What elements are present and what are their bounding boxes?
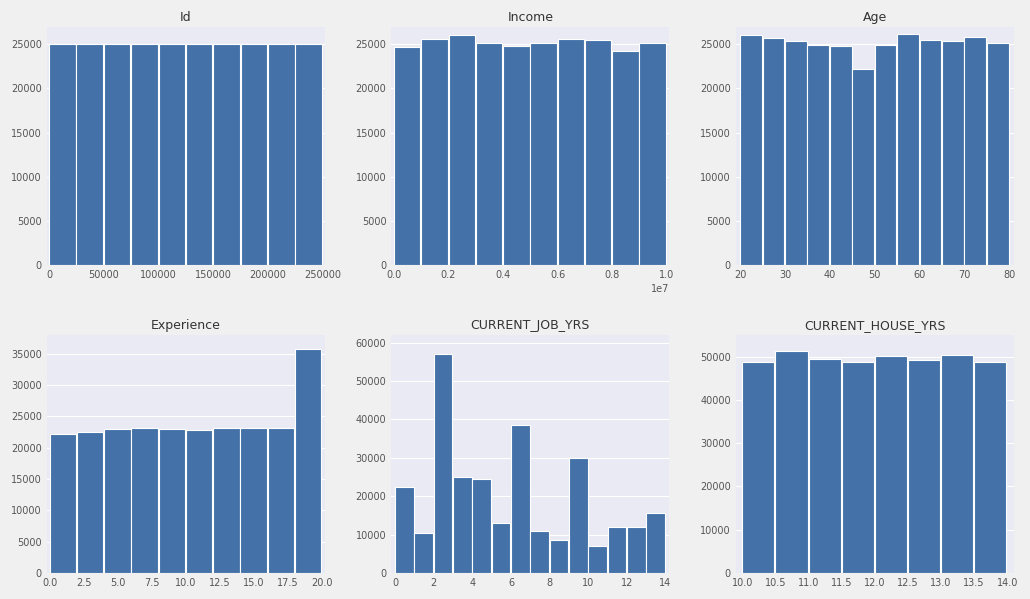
Bar bbox=[511, 425, 529, 573]
Title: Experience: Experience bbox=[151, 319, 220, 332]
Bar bbox=[396, 486, 414, 573]
Bar bbox=[104, 429, 131, 573]
Text: 1e7: 1e7 bbox=[651, 284, 670, 294]
Bar bbox=[987, 43, 1008, 265]
Title: Id: Id bbox=[180, 11, 192, 24]
Bar bbox=[809, 359, 840, 573]
Bar bbox=[213, 44, 240, 265]
Bar bbox=[448, 35, 475, 265]
Bar bbox=[612, 52, 639, 265]
Bar bbox=[808, 45, 829, 265]
Bar bbox=[159, 44, 185, 265]
Bar bbox=[920, 40, 941, 265]
Bar bbox=[874, 45, 896, 265]
Bar bbox=[608, 527, 626, 573]
Bar bbox=[830, 46, 852, 265]
Bar bbox=[394, 47, 420, 265]
Bar bbox=[588, 546, 607, 573]
Bar bbox=[907, 359, 940, 573]
Bar bbox=[213, 428, 240, 573]
Bar bbox=[104, 44, 131, 265]
Bar bbox=[421, 39, 448, 265]
Bar bbox=[185, 44, 212, 265]
Title: Age: Age bbox=[862, 11, 887, 24]
Bar bbox=[49, 44, 75, 265]
Bar bbox=[569, 458, 588, 573]
Bar bbox=[453, 477, 472, 573]
Bar bbox=[897, 34, 919, 265]
Bar bbox=[640, 43, 665, 265]
Bar bbox=[530, 43, 557, 265]
Bar bbox=[964, 37, 986, 265]
Bar bbox=[268, 44, 295, 265]
Bar bbox=[476, 43, 503, 265]
Bar bbox=[874, 356, 906, 573]
Bar bbox=[414, 533, 434, 573]
Bar bbox=[185, 429, 212, 573]
Title: CURRENT_JOB_YRS: CURRENT_JOB_YRS bbox=[471, 319, 590, 332]
Title: CURRENT_HOUSE_YRS: CURRENT_HOUSE_YRS bbox=[804, 319, 946, 332]
Bar bbox=[550, 540, 569, 573]
Bar bbox=[842, 362, 873, 573]
Bar bbox=[776, 352, 808, 573]
Bar bbox=[131, 44, 158, 265]
Bar bbox=[646, 513, 665, 573]
Bar bbox=[503, 46, 529, 265]
Bar bbox=[741, 35, 762, 265]
Bar bbox=[941, 355, 973, 573]
Bar bbox=[785, 41, 806, 265]
Bar bbox=[585, 40, 611, 265]
Bar bbox=[974, 362, 1006, 573]
Title: Income: Income bbox=[508, 11, 553, 24]
Bar bbox=[296, 44, 322, 265]
Bar bbox=[942, 41, 964, 265]
Bar bbox=[557, 39, 584, 265]
Bar bbox=[241, 44, 267, 265]
Bar bbox=[77, 432, 103, 573]
Bar bbox=[627, 527, 646, 573]
Bar bbox=[295, 349, 321, 573]
Bar bbox=[49, 434, 76, 573]
Bar bbox=[743, 362, 775, 573]
Bar bbox=[240, 428, 267, 573]
Bar bbox=[852, 69, 874, 265]
Bar bbox=[762, 38, 784, 265]
Bar bbox=[159, 429, 185, 573]
Bar bbox=[76, 44, 103, 265]
Bar bbox=[132, 428, 158, 573]
Bar bbox=[530, 531, 549, 573]
Bar bbox=[473, 479, 491, 573]
Bar bbox=[268, 428, 295, 573]
Bar bbox=[434, 354, 452, 573]
Bar bbox=[491, 523, 511, 573]
